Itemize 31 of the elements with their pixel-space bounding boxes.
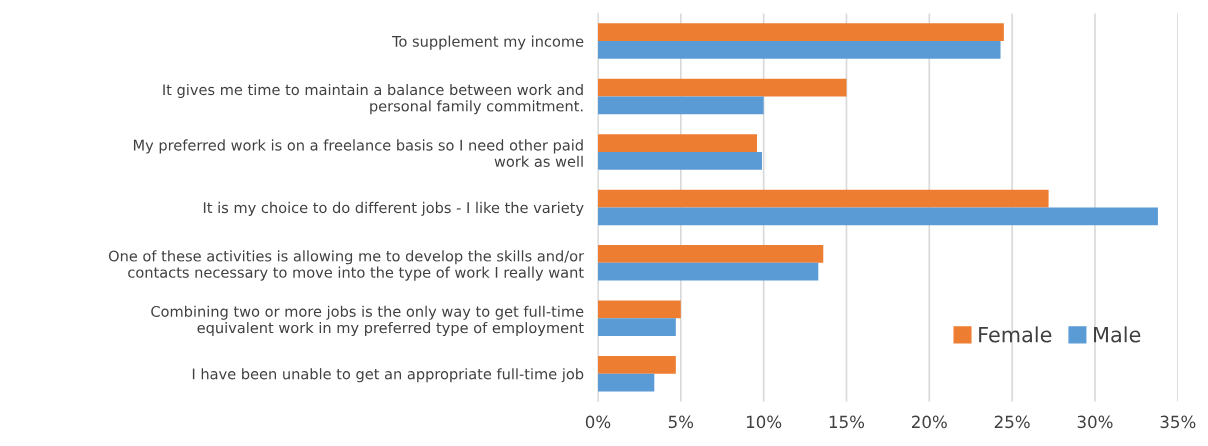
bar (597, 355, 676, 374)
y-tick-label: To supplement my income (392, 35, 584, 50)
bar (597, 41, 1001, 59)
bar (597, 373, 655, 392)
x-tick-label: 35% (1160, 415, 1196, 429)
x-tick-label: 15% (829, 415, 865, 429)
bar (597, 300, 681, 319)
y-tick-label: It gives me time to maintain a balance between work and personal family commitment. (163, 83, 583, 115)
x-tick-label: 30% (1077, 415, 1113, 429)
bar (597, 96, 764, 115)
bar (597, 207, 1158, 226)
bar (597, 245, 824, 263)
x-tick-label: 25% (994, 415, 1030, 429)
y-tick-label: One of these activities is allowing me to develop the skills and/or contacts necessary to move into the type of work I really want (108, 250, 585, 281)
bar (597, 134, 757, 152)
x-tick-label: 10% (746, 415, 782, 429)
x-tick-label: 20% (912, 415, 947, 429)
bar (597, 189, 1049, 208)
legend-label: Male (1094, 326, 1141, 343)
y-tick-label: My preferred work is on a freelance basis so I need other paid work as well (133, 139, 583, 167)
x-tick-label: 0% (585, 415, 611, 429)
legend-label: Female (979, 326, 1052, 343)
bar (597, 318, 676, 336)
y-tick-label: I have been unable to get an appropriate full-time job (192, 368, 584, 383)
bar (597, 23, 1004, 42)
bar (597, 262, 819, 281)
y-tick-label: It is my choice to do different jobs - I like the variety (203, 201, 584, 216)
y-tick-label: Combining two or more jobs is the only way to get full-time equivalent work in my preferred type of employment (151, 305, 584, 337)
x-tick-label: 5% (668, 415, 694, 429)
bar (597, 78, 847, 97)
bar (597, 151, 762, 170)
